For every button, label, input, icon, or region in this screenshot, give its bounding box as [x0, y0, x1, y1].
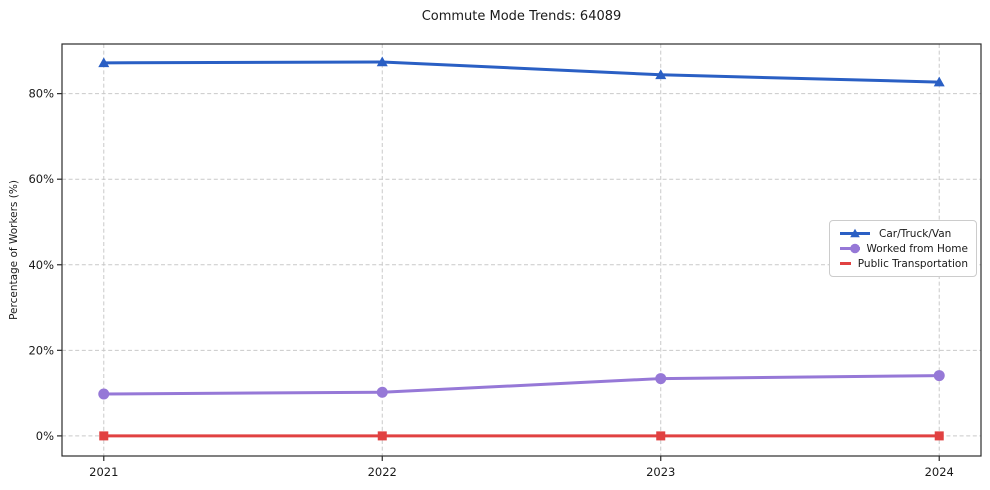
legend-sample-marker	[850, 243, 860, 254]
data-point-public-transportation	[656, 431, 666, 441]
legend-item-public-transportation: Public Transportation	[838, 257, 968, 270]
legend-label: Public Transportation	[857, 257, 968, 270]
data-point-worked-from-home	[98, 388, 110, 400]
series-line-worked-from-home	[102, 374, 941, 396]
y-tick-label: 60%	[28, 172, 54, 186]
y-tick-label: 20%	[28, 343, 54, 357]
data-point-car-truck-van	[376, 56, 388, 67]
x-tick-label: 2024	[925, 465, 954, 479]
x-tick-label: 2023	[646, 465, 675, 479]
x-tick-label: 2021	[89, 465, 118, 479]
data-point-car-truck-van	[655, 69, 667, 80]
y-tick-label: 40%	[28, 258, 54, 272]
triangle-marker-icon	[840, 228, 870, 238]
data-point-car-truck-van	[933, 76, 945, 87]
legend-sample-marker	[850, 228, 860, 238]
square-marker-icon	[840, 262, 851, 265]
y-tick-label: 0%	[36, 429, 54, 443]
data-point-car-truck-van	[98, 57, 110, 68]
data-point-public-transportation	[377, 431, 387, 441]
data-point-public-transportation	[99, 431, 109, 441]
circle-marker-icon	[840, 243, 860, 254]
data-point-worked-from-home	[933, 370, 945, 382]
x-tick-label: 2022	[368, 465, 397, 479]
plot-border	[61, 43, 982, 457]
data-point-public-transportation	[934, 431, 944, 441]
chart-title: Commute Mode Trends: 64089	[421, 9, 622, 24]
data-point-worked-from-home	[655, 373, 667, 385]
series-line-car-truck-van	[102, 60, 941, 84]
legend-label: Car/Truck/Van	[879, 227, 952, 240]
legend: Car/Truck/Van Worked from Home Public Tran…	[829, 220, 977, 277]
legend-label: Worked from Home	[866, 242, 968, 255]
legend-item-worked-from-home: Worked from Home	[838, 242, 968, 255]
legend-item-car-truck-van: Car/Truck/Van	[838, 227, 968, 240]
data-point-worked-from-home	[376, 386, 388, 398]
y-tick-label: 80%	[28, 87, 54, 101]
